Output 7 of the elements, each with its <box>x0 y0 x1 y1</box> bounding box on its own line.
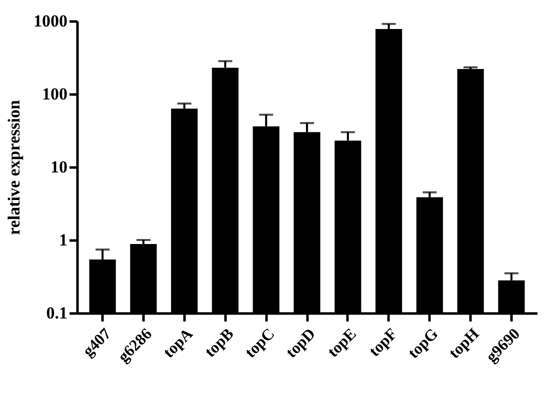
y-tick-label: 10 <box>50 158 68 176</box>
y-tick-label: 1000 <box>34 12 68 30</box>
y-axis-title: relative expression <box>4 100 24 235</box>
x-tick-label: topA <box>160 325 197 362</box>
y-tick-label: 1 <box>59 230 68 250</box>
y-tick-label: 100 <box>42 84 68 104</box>
y-tick-label: 0.1 <box>46 304 68 322</box>
